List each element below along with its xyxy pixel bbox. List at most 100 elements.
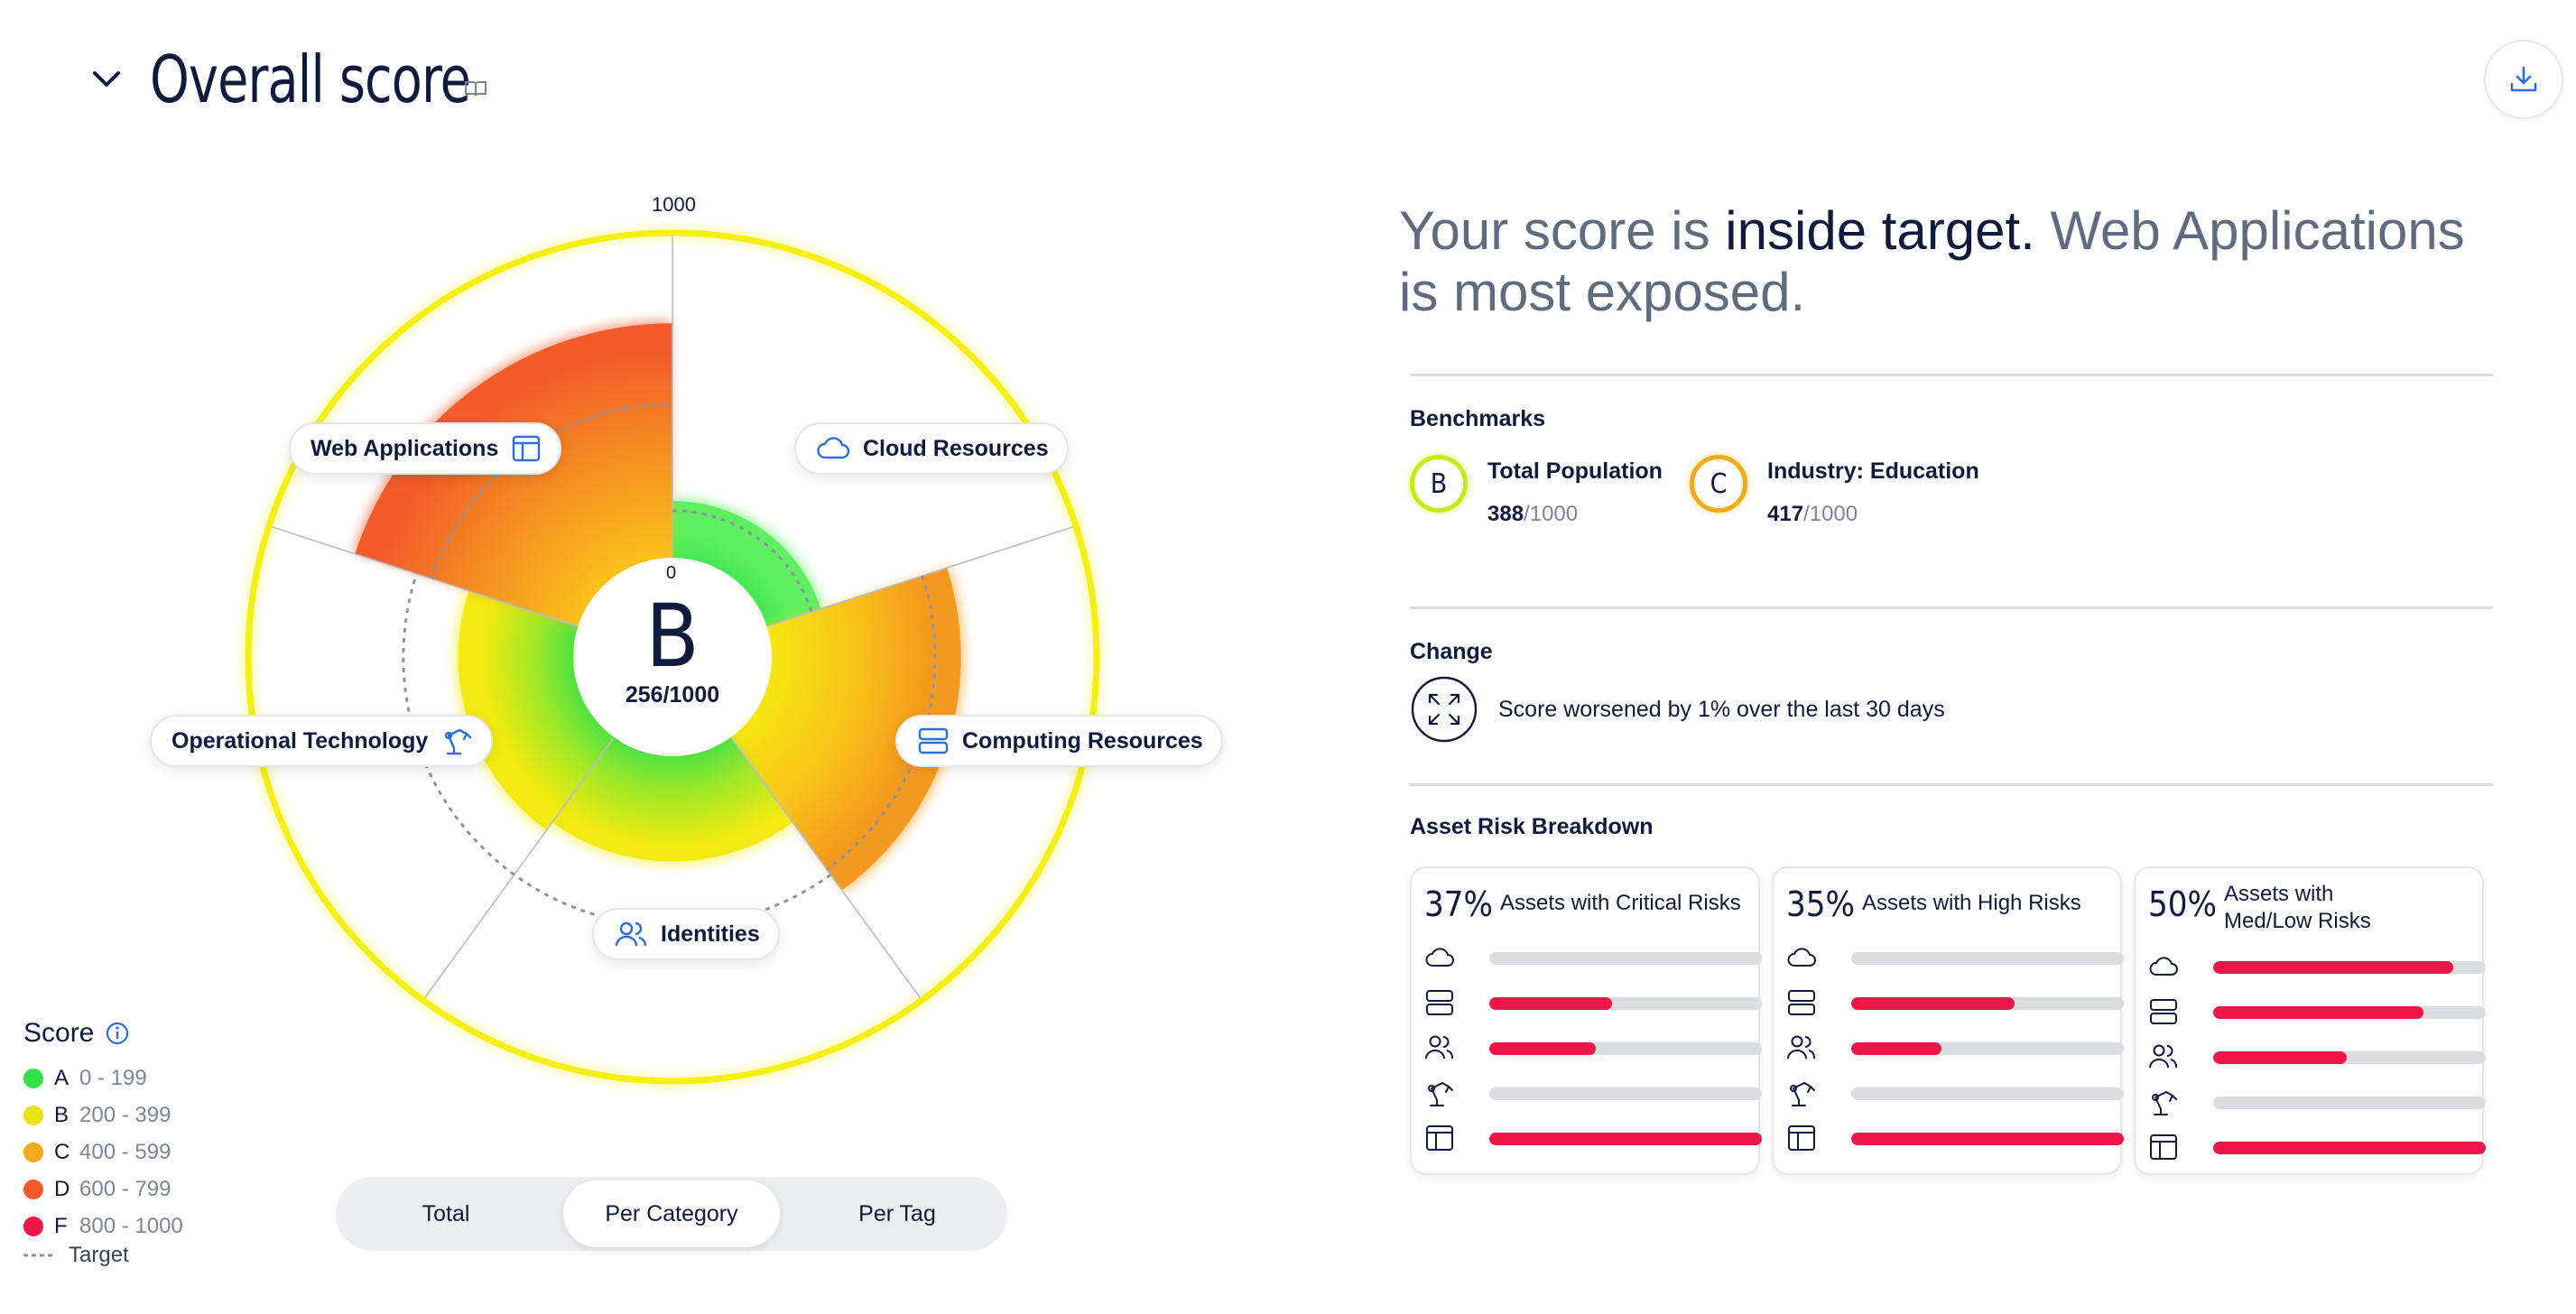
category-label: Computing Resources: [962, 727, 1203, 754]
cloud-icon: [1424, 942, 1455, 973]
server-icon: [1786, 987, 1817, 1018]
risk-bar-fill: [2213, 1142, 2486, 1154]
page-title: Overall score: [150, 42, 471, 117]
expand-arrows-icon: [1411, 676, 1478, 743]
risk-bar-row: [2148, 1087, 2486, 1117]
risk-bar-fill: [2213, 961, 2453, 974]
risk-bar-fill: [1851, 1042, 1941, 1055]
scale-max-label: 1000: [652, 193, 696, 216]
chevron-down-icon[interactable]: [87, 60, 126, 99]
category-spoke: [268, 525, 577, 627]
risk-bar-row: [2148, 951, 2486, 982]
book-icon[interactable]: [464, 79, 487, 97]
risk-bar-track: [2213, 1006, 2486, 1019]
risk-bar-row: [1786, 1078, 2124, 1108]
risk-bar-track: [2213, 1142, 2486, 1154]
legend-target: Target: [23, 1243, 183, 1268]
risk-percentage: 37%: [1424, 884, 1493, 924]
info-icon[interactable]: [105, 1021, 130, 1046]
risk-bar-row: [1424, 987, 1762, 1018]
category-target-arc: [672, 509, 813, 613]
outer-target-glow: [243, 227, 1102, 1087]
risk-bar-track: [1851, 952, 2124, 965]
robot-arm-icon: [445, 728, 472, 755]
category-label: Web Applications: [310, 435, 499, 461]
asset-risk-card[interactable]: 35% Assets with High Risks: [1772, 866, 2124, 1175]
server-icon: [918, 727, 949, 754]
benchmark-grade-ring: B: [1410, 455, 1468, 513]
cloud-icon: [1786, 942, 1817, 973]
category-bar: [728, 568, 961, 891]
risk-bar-track: [1851, 1042, 2124, 1055]
category-bar: [355, 323, 672, 628]
asset-risk-card[interactable]: 37% Assets with Critical Risks: [1410, 866, 1762, 1175]
risk-bar-row: [2148, 996, 2486, 1027]
category-operational-technology[interactable]: Operational Technology: [150, 715, 494, 767]
risk-bar-fill: [1851, 997, 2015, 1010]
scale-min-label: 0: [666, 563, 677, 583]
toggle-total[interactable]: Total: [422, 1201, 470, 1226]
risk-bar-fill: [2213, 1051, 2347, 1064]
category-identities[interactable]: Identities: [592, 908, 780, 960]
risk-label: Assets with Med/Low Risks: [2224, 882, 2371, 933]
download-button[interactable]: [2484, 40, 2563, 119]
overall-score: 256/1000: [625, 682, 720, 708]
robot-arm-icon: [2148, 1087, 2179, 1117]
risk-bar-fill: [1489, 1042, 1596, 1055]
risk-bar-row: [2148, 1041, 2486, 1072]
benchmark-score: 388/1000: [1487, 502, 1579, 526]
asset-risk-card[interactable]: 50% Assets with Med/Low Risks: [2134, 866, 2486, 1175]
benchmark-name: Industry: Education: [1767, 458, 1979, 484]
risk-bar-track: [2213, 961, 2486, 974]
change-text: Score worsened by 1% over the last 30 da…: [1498, 697, 1945, 722]
category-label: Cloud Resources: [863, 435, 1049, 461]
users-icon: [1786, 1032, 1817, 1063]
risk-bar-row: [1786, 987, 2124, 1018]
legend-row-f: F 800 - 1000: [23, 1208, 183, 1245]
risk-bar-row: [1424, 942, 1762, 973]
benchmark-grade-ring: C: [1690, 455, 1747, 513]
users-icon: [615, 921, 647, 947]
legend-dot: [23, 1105, 43, 1125]
cloud-icon: [2148, 951, 2179, 982]
benchmark-score: 417/1000: [1767, 502, 1858, 526]
risk-percentage: 50%: [2148, 884, 2217, 924]
risk-label: Assets with Critical Risks: [1500, 891, 1741, 915]
category-cloud-resources[interactable]: Cloud Resources: [794, 422, 1069, 475]
risk-bar-track: [1489, 997, 1762, 1010]
risk-bar-track: [1851, 997, 2124, 1010]
risk-bar-row: [1424, 1032, 1762, 1063]
users-icon: [2148, 1041, 2179, 1072]
risk-bar-row: [1786, 1123, 2124, 1153]
risk-percentage: 35%: [1786, 884, 1855, 924]
risk-bar-track: [1489, 1087, 1762, 1100]
change-title: Change: [1410, 639, 1493, 664]
legend-row-c: C 400 - 599: [23, 1134, 183, 1171]
browser-window-icon: [1424, 1123, 1455, 1153]
toggle-per-category[interactable]: Per Category: [563, 1180, 780, 1247]
risk-bar-track: [1489, 952, 1762, 965]
category-computing-resources[interactable]: Computing Resources: [895, 715, 1223, 767]
center-disc: [573, 558, 772, 756]
risk-bar-track: [2213, 1097, 2486, 1109]
risk-bar-row: [1786, 942, 2124, 973]
robot-arm-icon: [1786, 1078, 1817, 1108]
risk-bar-row: [1424, 1078, 1762, 1108]
server-icon: [2148, 996, 2179, 1027]
category-web-applications[interactable]: Web Applications: [289, 422, 562, 475]
toggle-per-tag[interactable]: Per Tag: [858, 1201, 936, 1226]
category-label: Identities: [661, 921, 760, 947]
legend-dot: [23, 1068, 43, 1088]
divider: [1410, 374, 2493, 376]
legend-title: Score: [23, 1018, 95, 1048]
risk-bar-track: [1851, 1087, 2124, 1100]
risk-label: Assets with High Risks: [1862, 891, 2081, 915]
category-label: Operational Technology: [171, 727, 429, 754]
users-icon: [1424, 1032, 1455, 1063]
download-icon: [2510, 66, 2537, 92]
browser-window-icon: [2148, 1132, 2179, 1162]
risk-bar-track: [1489, 1042, 1762, 1055]
benchmark-name: Total Population: [1487, 458, 1663, 484]
